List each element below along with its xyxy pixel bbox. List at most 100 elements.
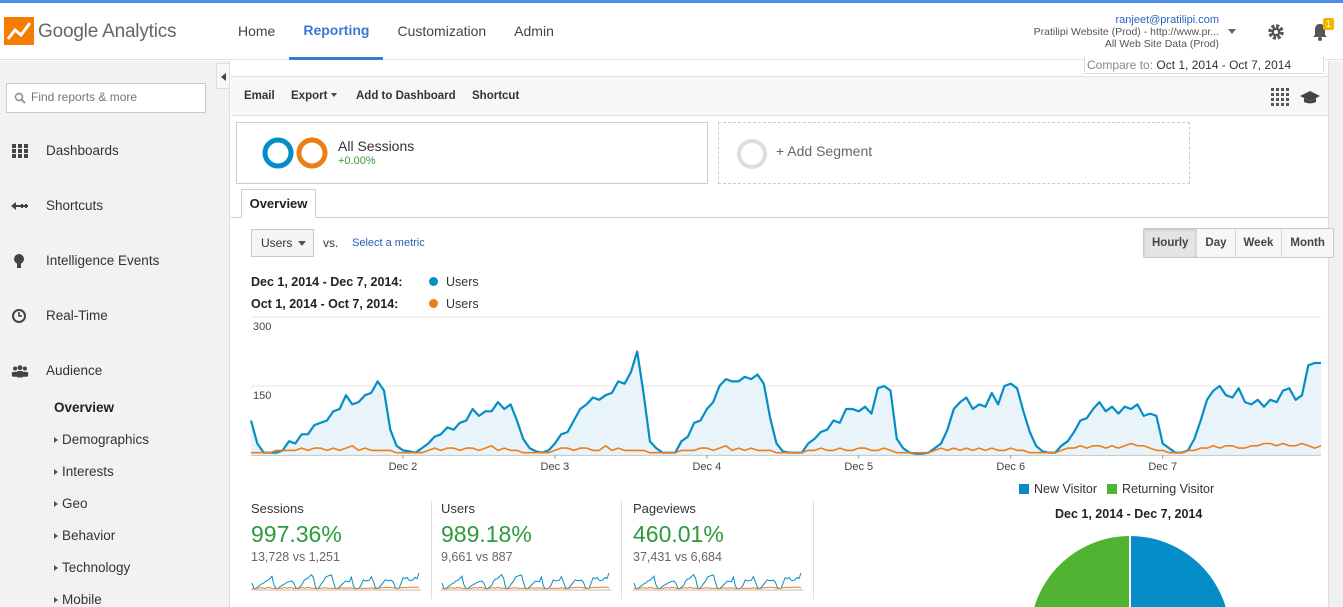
sidebar-item-label: Dashboards	[46, 143, 119, 158]
scorecard-users[interactable]: Users 989.18% 9,661 vs 887	[441, 501, 616, 599]
account-selector[interactable]: ranjeet@pratilipi.com Pratilipi Website …	[1034, 14, 1219, 50]
expand-arrow-icon	[54, 565, 58, 571]
sparkline	[633, 572, 803, 591]
sidebar-item-audience[interactable]: Audience	[0, 356, 230, 386]
sparkline-current	[441, 572, 610, 590]
sidebar-item-label: Audience	[46, 363, 103, 378]
scorecard-comparison: 9,661 vs 887	[441, 550, 513, 564]
chevron-down-icon	[298, 241, 306, 246]
series-line-current	[249, 350, 1321, 455]
scorecard-name: Pageviews	[633, 501, 696, 516]
period-week[interactable]: Week	[1234, 229, 1282, 257]
legend-metric: Users	[446, 297, 479, 311]
pie-legend-new[interactable]: New Visitor	[1019, 482, 1097, 496]
x-tick-label: Dec 2	[389, 461, 418, 473]
sparkline-current	[251, 572, 420, 590]
sidebar-sub-demographics[interactable]: Demographics	[54, 430, 149, 450]
x-tick-label: Dec 3	[541, 461, 570, 473]
export-button[interactable]: Export	[291, 90, 338, 102]
search-icon	[14, 92, 26, 104]
scorecard-sessions[interactable]: Sessions 997.36% 13,728 vs 1,251	[251, 501, 426, 599]
search-input[interactable]	[31, 90, 201, 104]
sparkline	[251, 572, 421, 591]
sidebar-sub-behavior[interactable]: Behavior	[54, 526, 115, 546]
tab-overview[interactable]: Overview	[241, 189, 316, 218]
pie-legend-label: New Visitor	[1034, 482, 1097, 496]
email-button[interactable]: Email	[244, 90, 275, 102]
period-hourly[interactable]: Hourly	[1144, 229, 1197, 257]
sparkline-previous	[442, 586, 610, 590]
y-tick-label: 300	[253, 321, 271, 333]
segment-title: All Sessions	[338, 138, 415, 154]
sidebar-sub-overview[interactable]: Overview	[54, 398, 114, 418]
sidebar-sub-label: Interests	[62, 464, 114, 479]
nav-reporting[interactable]: Reporting	[289, 3, 384, 60]
gear-icon[interactable]	[1266, 22, 1286, 42]
sidebar-item-intelligence-events[interactable]: Intelligence Events	[0, 246, 230, 276]
sidebar-item-real-time[interactable]: Real-Time	[0, 301, 230, 331]
vs-label: vs.	[323, 236, 339, 250]
pie-legend: New Visitor Returning Visitor	[1019, 482, 1214, 496]
segment-all-sessions[interactable]: All Sessions +0.00%	[236, 122, 708, 184]
sidebar-item-shortcuts[interactable]: Shortcuts	[0, 191, 230, 221]
scorecard-pageviews[interactable]: Pageviews 460.01% 37,431 vs 6,684	[633, 501, 808, 599]
chevron-down-icon[interactable]	[1228, 29, 1236, 34]
search-box[interactable]	[6, 83, 206, 113]
chart-legend-previous: Oct 1, 2014 - Oct 7, 2014: Users	[251, 297, 479, 311]
expand-arrow-icon	[54, 533, 58, 539]
nav-customization[interactable]: Customization	[397, 23, 487, 39]
nav-home[interactable]: Home	[238, 23, 276, 39]
segment-rings-icon	[262, 137, 328, 169]
sidebar-sub-mobile[interactable]: Mobile	[54, 590, 102, 607]
sidebar-sub-technology[interactable]: Technology	[54, 558, 130, 578]
nav-admin[interactable]: Admin	[514, 23, 554, 39]
scorecard-name: Sessions	[251, 501, 304, 516]
notification-badge: 1	[1323, 18, 1334, 30]
date-range-compare[interactable]: Compare to: Oct 1, 2014 - Oct 7, 2014	[1084, 57, 1324, 74]
app-header: Google Analytics Home Reporting Customiz…	[0, 3, 1343, 60]
main-nav: Home Reporting Customization Admin	[224, 3, 568, 60]
select-metric-link[interactable]: Select a metric	[352, 237, 425, 249]
users-line-chart[interactable]: 300 150 Dec 2 Dec 3 Dec 4 Dec 5 Dec 6 Dec 7	[231, 315, 1328, 475]
sidebar-sub-interests[interactable]: Interests	[54, 462, 114, 482]
series-area-current	[251, 351, 1321, 455]
analytics-logo-icon[interactable]	[4, 17, 34, 45]
grid-icon	[12, 144, 28, 158]
period-month[interactable]: Month	[1281, 229, 1333, 257]
scorecard-comparison: 13,728 vs 1,251	[251, 550, 340, 564]
page-scrollbar[interactable]	[1328, 61, 1343, 607]
app-title[interactable]: Google Analytics	[38, 21, 177, 42]
sidebar-sub-label: Technology	[62, 560, 131, 575]
chevron-down-icon	[331, 93, 338, 97]
pie-legend-returning[interactable]: Returning Visitor	[1106, 482, 1214, 496]
legend-swatch	[1019, 484, 1029, 494]
sparkline-previous	[252, 586, 420, 590]
sidebar-sub-geo[interactable]: Geo	[54, 494, 88, 514]
expand-arrow-icon	[54, 597, 58, 603]
tab-bar-divider	[231, 217, 1328, 218]
sidebar-sub-label: Mobile	[62, 592, 102, 607]
compare-range: Oct 1, 2014 - Oct 7, 2014	[1156, 58, 1292, 72]
add-segment-label: + Add Segment	[776, 143, 873, 159]
shortcut-button[interactable]: Shortcut	[472, 90, 520, 102]
metric-select[interactable]: Users	[251, 229, 314, 257]
chart-legend-current: Dec 1, 2014 - Dec 7, 2014: Users	[251, 275, 479, 289]
customize-grid-icon[interactable]	[1270, 87, 1290, 107]
expand-arrow-icon	[54, 469, 58, 475]
compare-label: Compare to:	[1087, 58, 1154, 72]
period-day[interactable]: Day	[1196, 229, 1235, 257]
pie-slice-returning[interactable]	[1030, 536, 1130, 607]
sidebar-sub-label: Demographics	[62, 432, 150, 447]
sidebar-collapse-button[interactable]	[216, 63, 230, 89]
top-accent-line	[0, 0, 1343, 3]
account-property: Pratilipi Website (Prod) - http://www.pr…	[1033, 26, 1219, 38]
scorecard-comparison: 37,431 vs 6,684	[633, 550, 722, 564]
graduation-cap-icon[interactable]	[1299, 87, 1321, 107]
add-segment-button[interactable]: + Add Segment	[718, 122, 1190, 184]
scorecard-divider	[621, 501, 622, 599]
add-to-dashboard-button[interactable]: Add to Dashboard	[356, 90, 456, 102]
sidebar-item-dashboards[interactable]: Dashboards	[0, 136, 230, 166]
empty-segment-ring-icon	[737, 139, 767, 169]
visitor-pie-chart[interactable]	[1030, 534, 1230, 607]
pie-slice-new[interactable]	[1130, 536, 1230, 607]
